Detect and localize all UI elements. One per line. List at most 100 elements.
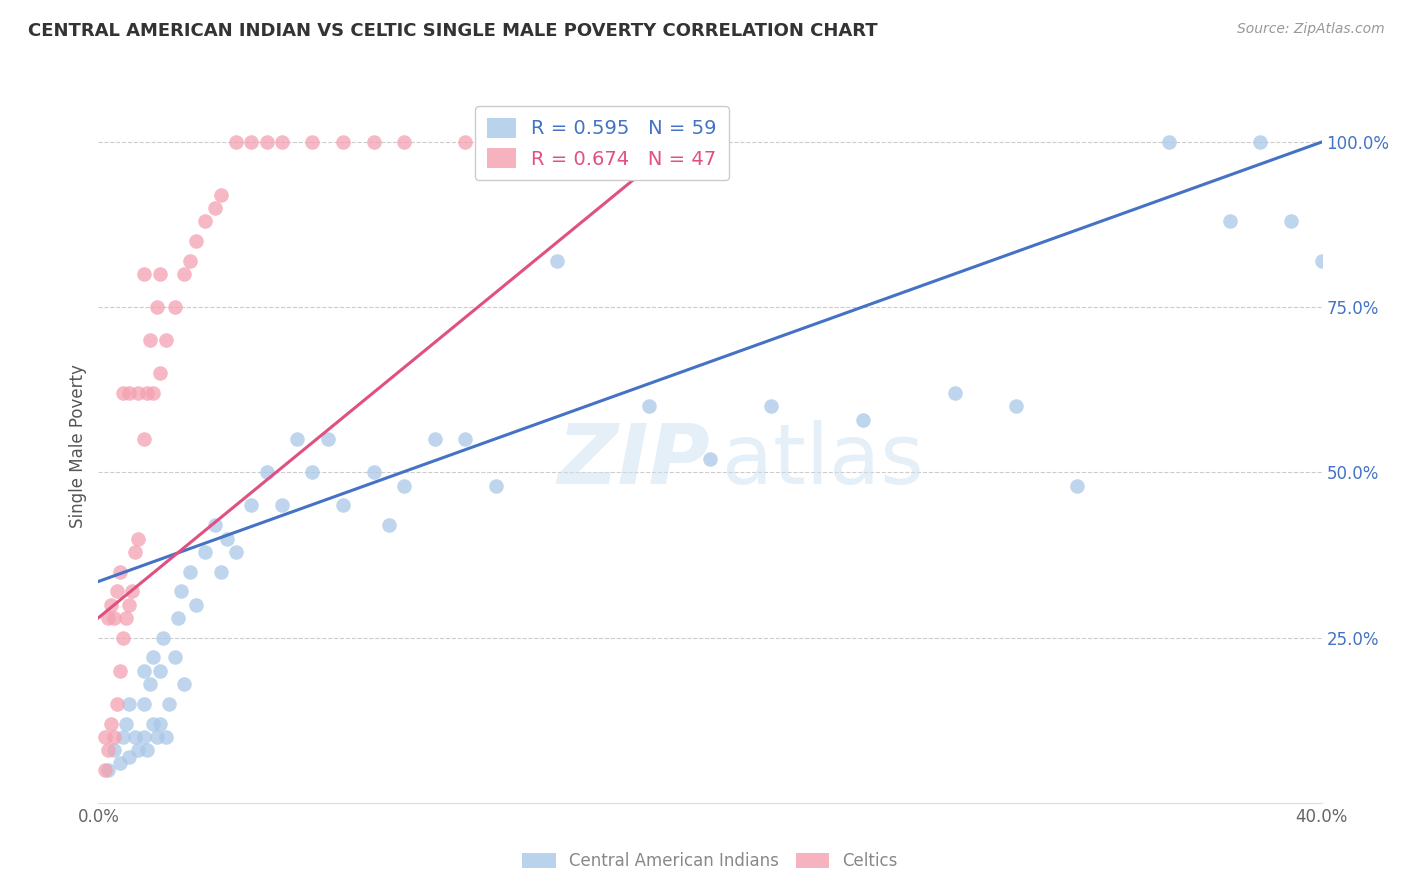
Point	[1279, 214, 1302, 228]
Point	[134, 697, 156, 711]
Text: Source: ZipAtlas.com: Source: ZipAtlas.com	[1237, 22, 1385, 37]
Point	[118, 749, 141, 764]
Point	[111, 386, 134, 401]
Point	[454, 433, 477, 447]
Point	[170, 584, 193, 599]
Point	[454, 135, 477, 149]
Point	[139, 677, 162, 691]
Point	[124, 730, 146, 744]
Point	[1004, 400, 1026, 414]
Point	[149, 664, 172, 678]
Point	[155, 730, 177, 744]
Point	[149, 367, 172, 381]
Point	[97, 611, 120, 625]
Point	[134, 433, 156, 447]
Point	[285, 433, 308, 447]
Point	[240, 499, 263, 513]
Point	[115, 716, 138, 731]
Point	[179, 254, 201, 268]
Point	[134, 664, 156, 678]
Point	[240, 135, 263, 149]
Text: ZIP: ZIP	[557, 420, 710, 500]
Point	[134, 730, 156, 744]
Point	[115, 611, 138, 625]
Point	[209, 565, 232, 579]
Point	[149, 716, 172, 731]
Point	[943, 386, 966, 401]
Point	[270, 135, 292, 149]
Point	[127, 532, 149, 546]
Point	[1219, 214, 1241, 228]
Point	[142, 650, 165, 665]
Point	[163, 300, 186, 314]
Point	[163, 650, 186, 665]
Point	[108, 565, 131, 579]
Point	[332, 135, 354, 149]
Point	[301, 135, 323, 149]
Point	[105, 697, 128, 711]
Point	[118, 697, 141, 711]
Point	[103, 743, 125, 757]
Point	[546, 135, 568, 149]
Point	[637, 400, 661, 414]
Point	[256, 466, 278, 480]
Point	[124, 545, 146, 559]
Point	[134, 267, 156, 281]
Point	[546, 254, 568, 268]
Point	[392, 478, 416, 492]
Point	[121, 584, 143, 599]
Point	[142, 716, 165, 731]
Point	[118, 598, 141, 612]
Point	[363, 135, 385, 149]
Point	[127, 386, 149, 401]
Point	[485, 478, 508, 492]
Point	[111, 631, 134, 645]
Point	[100, 716, 122, 731]
Point	[186, 598, 208, 612]
Point	[225, 545, 247, 559]
Point	[108, 756, 131, 771]
Point	[363, 466, 385, 480]
Point	[256, 135, 278, 149]
Point	[204, 518, 226, 533]
Text: CENTRAL AMERICAN INDIAN VS CELTIC SINGLE MALE POVERTY CORRELATION CHART: CENTRAL AMERICAN INDIAN VS CELTIC SINGLE…	[28, 22, 877, 40]
Point	[270, 499, 292, 513]
Point	[392, 135, 416, 149]
Point	[301, 466, 323, 480]
Point	[142, 386, 165, 401]
Legend: Central American Indians, Celtics: Central American Indians, Celtics	[516, 846, 904, 877]
Point	[136, 743, 159, 757]
Point	[93, 730, 115, 744]
Point	[111, 730, 134, 744]
Point	[157, 697, 180, 711]
Point	[423, 433, 446, 447]
Point	[127, 743, 149, 757]
Point	[204, 201, 226, 215]
Point	[97, 743, 120, 757]
Point	[194, 214, 217, 228]
Point	[225, 135, 247, 149]
Point	[209, 188, 232, 202]
Point	[852, 412, 875, 426]
Point	[97, 763, 120, 777]
Point	[136, 386, 159, 401]
Point	[1249, 135, 1271, 149]
Point	[149, 267, 172, 281]
Point	[194, 545, 217, 559]
Point	[105, 584, 128, 599]
Point	[173, 677, 195, 691]
Point	[186, 234, 208, 248]
Point	[155, 333, 177, 347]
Point	[173, 267, 195, 281]
Point	[1157, 135, 1180, 149]
Point	[759, 400, 782, 414]
Point	[139, 333, 162, 347]
Point	[108, 664, 131, 678]
Point	[103, 611, 125, 625]
Point	[179, 565, 201, 579]
Point	[167, 611, 190, 625]
Point	[145, 300, 167, 314]
Point	[215, 532, 238, 546]
Point	[93, 763, 115, 777]
Point	[316, 433, 339, 447]
